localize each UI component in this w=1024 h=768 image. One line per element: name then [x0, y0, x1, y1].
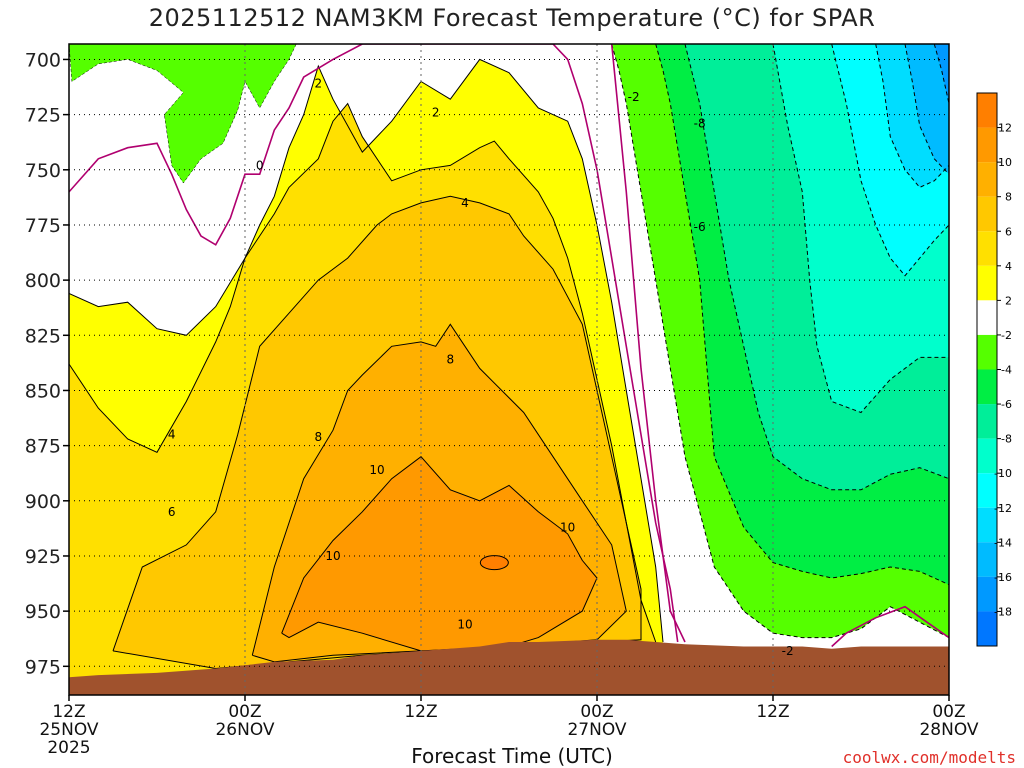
contour--18c: [933, 44, 949, 104]
contour--8c: [684, 44, 949, 491]
contour--2c: [611, 44, 949, 639]
colorbar-swatch: [977, 334, 997, 370]
y-tick-label: 725: [25, 105, 61, 127]
contour--6c: [655, 44, 949, 586]
terrain-fill: [69, 639, 949, 695]
y-tick-label: 850: [25, 380, 61, 402]
colorbar-swatch: [977, 231, 997, 266]
contour-label: 8: [315, 430, 323, 444]
contour-label: -2: [628, 90, 640, 104]
colorbar-label: -12: [994, 502, 1012, 515]
y-tick-label: 950: [25, 601, 61, 623]
contour--10c: [772, 44, 949, 414]
colorbar-label: -6: [1001, 398, 1012, 411]
fill-cold-patch-top-left: [69, 44, 297, 184]
y-tick-label: 925: [25, 546, 61, 568]
x-tick-label: 00Z: [932, 702, 965, 722]
colorbar-swatch: [977, 300, 997, 335]
contour-label: -8: [694, 116, 706, 130]
contour-label: 10: [457, 617, 472, 631]
chart-title: 2025112512 NAM3KM Forecast Temperature (…: [148, 4, 876, 32]
colorbar-swatch: [977, 369, 997, 405]
x-tick-label: 12Z: [52, 702, 85, 722]
credit-text: coolwx.com/modelts: [842, 748, 1016, 767]
colorbar-swatch: [977, 438, 997, 474]
colorbar-swatch: [977, 162, 997, 197]
colorbar-label: 6: [1005, 225, 1012, 238]
colorbar-label: -4: [1001, 364, 1012, 377]
contour-label: -2: [782, 644, 794, 658]
contour-0c: [69, 44, 679, 643]
y-tick-label: 900: [25, 491, 61, 513]
y-tick-label: 700: [25, 49, 61, 71]
contour-label: 0: [256, 158, 264, 172]
x-tick-label: 25NOV: [39, 720, 98, 740]
y-tick-label: 775: [25, 215, 61, 237]
plot-area: 2 2 0 4 8 8 4 6 10 10 10 10 -2 -2 -8 -6: [69, 44, 949, 695]
colorbar-label: 12: [998, 122, 1012, 135]
contour-4c: [69, 102, 657, 643]
contour-label: 8: [447, 353, 455, 367]
colorbar-swatch: [977, 576, 997, 612]
x-tick-label: 27NOV: [567, 720, 626, 740]
contour-10c: [281, 456, 598, 656]
colorbar-label: 4: [1005, 260, 1012, 273]
colorbar-label: -18: [994, 605, 1012, 618]
y-tick-label: 750: [25, 160, 61, 182]
colorbar-swatch: [977, 507, 997, 543]
contour-label: 10: [325, 549, 340, 563]
colorbar-swatch: [977, 127, 997, 163]
x-axis-label: Forecast Time (UTC): [411, 744, 613, 768]
contour-2c: [69, 58, 664, 643]
colorbar-swatch: [977, 93, 997, 128]
y-tick-label: 825: [25, 325, 61, 347]
x-tick-label: 28NOV: [919, 720, 978, 740]
fill-minus16-to-minus18: [905, 44, 949, 175]
plot-frame: [68, 43, 950, 696]
x-tick-label: 00Z: [228, 702, 261, 722]
contour-label: 4: [461, 196, 469, 210]
x-tick-label: 26NOV: [215, 720, 274, 740]
y-tick-label: 800: [25, 270, 61, 292]
colorbar-swatch: [977, 611, 997, 646]
fill-12-cell: [479, 555, 509, 571]
contour-label: 2: [432, 105, 440, 119]
x-tick-label: 00Z: [580, 702, 613, 722]
colorbar-swatch: [977, 265, 997, 301]
contour--14c: [875, 44, 949, 189]
colorbar-label: -2: [1001, 329, 1012, 342]
contour-label: -6: [694, 220, 706, 234]
colorbar-label: 10: [998, 156, 1012, 169]
colorbar-label: 8: [1005, 191, 1012, 204]
x-tick-label: 2025: [47, 738, 90, 758]
contour-label: 10: [560, 520, 575, 534]
x-tick-label: 12Z: [404, 702, 437, 722]
colorbar-swatch: [977, 196, 997, 232]
colorbar-label: -8: [1001, 433, 1012, 446]
y-tick-label: 875: [25, 436, 61, 458]
y-tick-label: 975: [25, 656, 61, 678]
contour-0c-late: [831, 605, 949, 648]
colorbar-label: -10: [994, 467, 1012, 480]
contour-label: 2: [315, 77, 323, 91]
contour-0c-front: [610, 44, 686, 643]
contour-label: 4: [168, 428, 176, 442]
contour-label: 6: [168, 505, 176, 519]
colorbar-swatch: [977, 473, 997, 508]
contour-label: 10: [369, 463, 384, 477]
colorbar-label: -16: [994, 571, 1012, 584]
fill-below-minus18: [934, 44, 949, 104]
colorbar-label: -14: [994, 536, 1012, 549]
colorbar-label: 2: [1005, 294, 1012, 307]
colorbar-swatch: [977, 404, 997, 439]
contour--16c: [904, 44, 949, 175]
contour--12c: [831, 44, 949, 277]
colorbar-swatch: [977, 542, 997, 577]
x-tick-label: 12Z: [756, 702, 789, 722]
